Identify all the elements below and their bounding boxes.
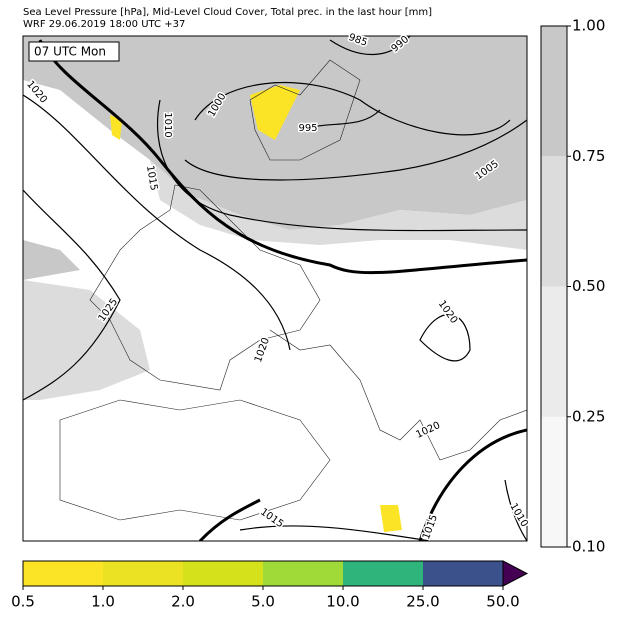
colorbar-segment: [343, 561, 423, 586]
isobar: [156, 99, 527, 232]
colorbar-segment: [423, 561, 503, 586]
isobar: [239, 525, 431, 541]
precip-area: [380, 505, 402, 532]
coastline: [269, 329, 527, 461]
cloud-area: [150, 160, 527, 250]
isobar: [504, 479, 527, 541]
colorbar-segment: [183, 561, 263, 586]
isobar-label: 1010: [162, 112, 173, 137]
map-frame: [22, 35, 528, 542]
isobar: [23, 94, 291, 351]
colorbar-segment: [103, 561, 183, 586]
colorbar-tick-label: 0.25: [572, 407, 605, 425]
colorbar-segment: [23, 561, 103, 586]
colorbar-segment: [541, 286, 567, 417]
colorbar-tick-label: 10.0: [326, 593, 359, 611]
isobar: [184, 119, 527, 181]
colorbar-segment: [541, 156, 567, 287]
isobar: [299, 109, 381, 131]
precip-colorbar: 0.5 1.0 2.0 5.0 10.0 25.0 50.0: [11, 560, 529, 611]
cloud-area: [23, 280, 150, 400]
colorbar-segment: [541, 26, 567, 157]
front-line: [38, 39, 527, 275]
colorbar-tick-label: 0.50: [572, 277, 605, 295]
front-line: [418, 428, 527, 541]
cloud-area: [23, 240, 80, 280]
front-line: [198, 498, 261, 541]
isobar-label: 995: [298, 123, 317, 134]
colorbar-tick-label: 1.0: [91, 593, 115, 611]
colorbar-tick-label: 2.0: [171, 593, 195, 611]
colorbar-tick-label: 0.5: [11, 593, 35, 611]
colorbar-tick-label: 1.00: [572, 17, 605, 35]
colorbar-tick-label: 0.10: [572, 538, 605, 556]
cloud-colorbar: 0.10 0.25 0.50 0.75 1.00: [540, 17, 605, 556]
colorbar-tick-label: 25.0: [406, 593, 439, 611]
colorbar-extension: [502, 560, 529, 587]
coastline: [59, 399, 331, 521]
colorbar-segment: [541, 416, 567, 547]
precip-area: [110, 115, 122, 140]
isobar: [194, 82, 511, 136]
colorbar-tick-label: 5.0: [251, 593, 275, 611]
subtitle: WRF 29.06.2019 18:00 UTC +37: [23, 19, 185, 30]
colorbar-segment: [263, 561, 343, 586]
colorbar-tick-label: 0.75: [572, 147, 605, 165]
isobar: [419, 313, 471, 362]
time-label: 07 UTC Mon: [34, 45, 106, 59]
colorbar-tick-label: 50.0: [486, 593, 519, 611]
precip-area: [250, 85, 300, 140]
time-label-box: [28, 41, 120, 62]
map-area: [23, 36, 527, 541]
isobar: [23, 189, 121, 401]
isobar: [329, 36, 411, 56]
coastline: [89, 184, 321, 391]
coastline: [249, 59, 361, 161]
title: Sea Level Pressure [hPa], Mid-Level Clou…: [23, 7, 432, 18]
